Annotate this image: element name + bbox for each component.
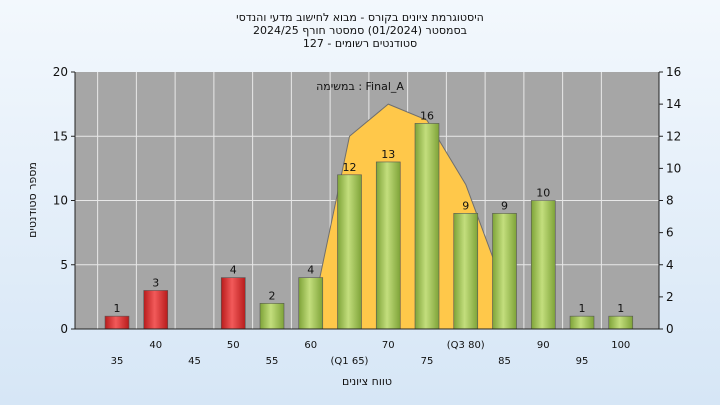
bar [608,315,634,330]
bar [453,213,479,330]
bar-value-label: 4 [230,264,237,277]
bar-value-label: 1 [617,302,624,315]
x-tick-label: (Q3 80) [447,340,485,351]
x-tick-label: 75 [421,356,434,367]
y-tick-label: 10 [53,194,68,208]
bar-value-label: 16 [420,109,434,122]
x-tick-label: 40 [149,340,162,351]
x-tick-label: 90 [537,340,550,351]
y-tick-label: 5 [60,258,68,272]
bar [414,123,440,330]
x-tick-label: 60 [304,340,317,351]
bar [375,161,401,330]
y2-tick-label: 14 [666,97,681,111]
bar [298,277,324,330]
bar-value-label: 1 [579,302,586,315]
bar-value-label: 3 [152,276,159,289]
x-tick-label: 100 [611,340,630,351]
x-tick-label: 85 [498,356,511,367]
bar [143,290,169,330]
bar [337,174,362,330]
y-axis-label: מספר סטודנטים [26,162,39,238]
x-tick-label: 50 [227,340,240,351]
y-tick-label: 20 [53,65,68,79]
y2-tick-label: 0 [666,322,674,336]
y-tick-label: 0 [60,322,68,336]
x-tick-label: 70 [382,340,395,351]
y2-tick-label: 16 [666,65,681,79]
bar [530,200,556,330]
x-tick-label: 45 [188,356,201,367]
bar [104,315,130,330]
x-tick-label: 95 [576,356,589,367]
chart-title-line-3: סטודנטים רשומים - 127 [303,37,417,50]
chart-title-line-2: בסמסטר (01/2024) סמסטר חורף 2024/25 [253,24,467,37]
bar [220,277,246,330]
bar [259,302,285,330]
chart-title: היסטוגרמת ציונים בקורס - מבוא לחישוב מדע… [236,11,484,50]
bar-value-label: 9 [501,199,508,212]
bar-value-label: 1 [114,302,121,315]
y2-tick-label: 8 [666,194,674,208]
y-tick-label: 15 [53,129,68,143]
y2-tick-label: 10 [666,161,681,175]
bar [492,213,517,330]
bar-value-label: 10 [536,187,550,200]
bar-value-label: 2 [269,289,276,302]
y2-tick-label: 2 [666,290,674,304]
x-tick-label: 55 [266,356,279,367]
bar-value-label: 9 [462,199,469,212]
x-tick-label: 35 [111,356,124,367]
x-tick-label: (Q1 65) [331,356,369,367]
y2-tick-label: 4 [666,258,674,272]
bar-value-label: 12 [343,161,357,174]
assignment-annotation: במשימה : Final_A [316,80,404,93]
chart-title-line-1: היסטוגרמת ציונים בקורס - מבוא לחישוב מדע… [236,11,484,24]
y2-tick-label: 12 [666,129,681,143]
bar-value-label: 4 [307,264,314,277]
bar-value-label: 13 [381,148,395,161]
bar [569,315,595,330]
x-axis-label: טווח ציונים [342,375,392,388]
y2-tick-label: 6 [666,226,674,240]
